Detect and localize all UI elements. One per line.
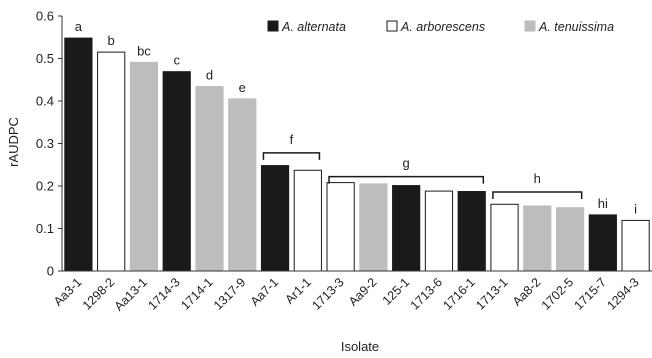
bar	[457, 191, 486, 272]
group-letter: g	[403, 156, 410, 171]
x-tick-label: 1702-5	[539, 275, 576, 312]
x-tick-label: Aa9-2	[346, 275, 380, 309]
bar	[293, 169, 322, 272]
legend-label: A. tenuissima	[538, 20, 614, 34]
bar	[621, 219, 650, 272]
bar	[523, 205, 552, 272]
y-tick-label: 0.2	[36, 179, 54, 194]
bar	[555, 207, 585, 272]
group-letter: h	[534, 171, 541, 186]
x-tick-label: 1714-1	[178, 275, 215, 312]
bar	[424, 190, 454, 272]
bar	[326, 182, 355, 272]
bar	[228, 98, 257, 272]
bar	[359, 183, 388, 272]
y-tick-label: 0	[47, 264, 54, 279]
group-letter: f	[290, 132, 294, 147]
significance-letter: a	[75, 19, 83, 34]
y-tick-label: 0.6	[36, 9, 54, 24]
legend-swatch	[386, 20, 398, 32]
y-tick-label: 0.1	[36, 221, 54, 236]
x-tick-label: 1713-1	[473, 275, 510, 312]
bar	[490, 203, 519, 272]
significance-annotations: a b bc c d e hi i f g h	[75, 19, 637, 216]
significance-letter: d	[206, 68, 213, 83]
x-tick-label: 1716-1	[440, 275, 477, 312]
bar	[392, 185, 421, 272]
x-tick-label: 1714-3	[145, 275, 182, 312]
x-tick-label: 1317-9	[211, 275, 248, 312]
bars	[64, 37, 650, 272]
group-bracket	[262, 152, 321, 160]
legend-swatch	[524, 20, 536, 32]
bar	[195, 86, 224, 272]
bar	[162, 71, 191, 272]
significance-letter: hi	[598, 196, 608, 211]
legend-label: A. arborescens	[400, 20, 485, 34]
significance-letter: c	[173, 53, 180, 68]
x-tick-label: 1715-7	[572, 275, 609, 312]
legend-swatch	[267, 20, 279, 32]
significance-letter: b	[108, 33, 115, 48]
bar	[97, 51, 126, 272]
significance-letter: e	[239, 80, 246, 95]
y-tick-label: 0.3	[36, 136, 54, 151]
x-axis-title: Isolate	[341, 339, 379, 354]
y-axis-title: rAUDPC	[6, 117, 21, 167]
x-tick-label: Aa13-1	[112, 275, 150, 313]
legend-label: A. alternata	[281, 20, 346, 34]
x-tick-label: 1713-6	[408, 275, 445, 312]
x-tick-label: 1298-2	[80, 275, 117, 312]
bar	[129, 61, 159, 272]
x-tick-label: 1294-3	[604, 275, 641, 312]
bar	[588, 214, 617, 272]
group-bracket	[328, 175, 485, 184]
bar	[64, 37, 93, 272]
x-tick-label: Aa7-1	[248, 275, 282, 309]
y-tick-label: 0.5	[36, 51, 54, 66]
significance-letter: i	[634, 201, 637, 216]
bar	[260, 165, 290, 272]
significance-letter: bc	[137, 43, 151, 58]
y-axis: 0 0.1 0.2 0.3 0.4 0.5 0.6	[36, 9, 63, 279]
x-tick-label: 1713-3	[309, 275, 346, 312]
legend: A. alternata A. arborescens A. tenuissima	[267, 20, 614, 34]
y-tick-label: 0.4	[36, 94, 54, 109]
group-bracket	[492, 191, 583, 199]
